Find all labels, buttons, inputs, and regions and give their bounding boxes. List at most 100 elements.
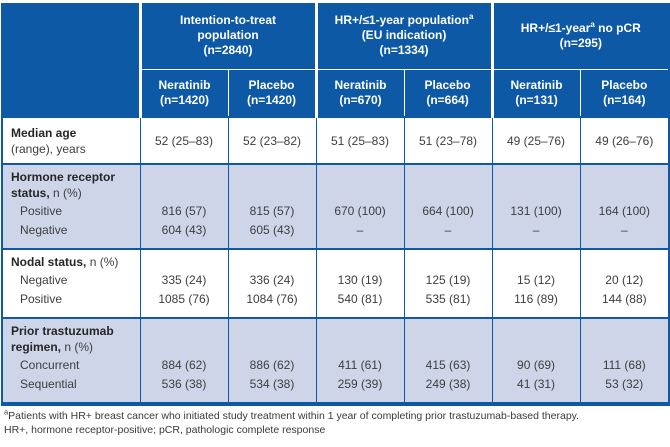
section-prior-trastuzumab-regimen: Prior trastuzumab regimen, n (%) Concurr… xyxy=(3,318,669,402)
table-corner-cell xyxy=(3,3,140,117)
value-cell: 49 (25–76) xyxy=(491,117,581,164)
value-cell: 164 (100) xyxy=(579,202,669,221)
value-cell: 415 (63) xyxy=(403,356,493,375)
footnote-marker: a xyxy=(4,407,9,417)
table-row: Concurrent 884 (62) 886 (62) 411 (61) 41… xyxy=(3,356,669,375)
column-header-placebo-nopcr: Placebo (n=164) xyxy=(579,68,669,117)
value-cell: 1085 (76) xyxy=(139,290,228,318)
empty-cell xyxy=(491,249,581,271)
column-header-neratinib-eu: Neratinib (n=670) xyxy=(314,68,405,117)
row-label-concurrent: Concurrent xyxy=(3,356,140,375)
section-header-row: Nodal status, n (%) xyxy=(3,249,669,271)
group-header-eu-indication: HR+/≤1-year populationa (EU indication) … xyxy=(314,3,493,69)
column-header-neratinib-itt: Neratinib (n=1420) xyxy=(138,68,228,117)
value-cell: 51 (23–78) xyxy=(403,117,493,164)
data-table: Intention-to-treat population (n=2840) H… xyxy=(3,3,669,402)
value-cell: 20 (12) xyxy=(579,271,669,290)
empty-cell xyxy=(227,249,317,271)
empty-cell xyxy=(227,318,317,356)
empty-cell xyxy=(579,318,669,356)
value-cell: – xyxy=(491,221,581,249)
value-cell: 52 (23–82) xyxy=(227,117,317,164)
empty-cell xyxy=(139,164,228,202)
empty-cell xyxy=(139,249,228,271)
value-cell: 816 (57) xyxy=(139,202,228,221)
footnote-line: aPatients with HR+ breast cancer who ini… xyxy=(4,407,580,422)
section-nodal-status: Nodal status, n (%) Negative 335 (24) 33… xyxy=(3,249,669,318)
empty-cell xyxy=(579,164,669,202)
table-header: Intention-to-treat population (n=2840) H… xyxy=(3,3,669,117)
row-label-nodal-status: Nodal status, n (%) xyxy=(3,249,140,271)
value-cell: 53 (32) xyxy=(579,375,669,402)
section-hormone-receptor-status: Hormone receptor status, n (%) Positive … xyxy=(3,164,669,249)
empty-cell xyxy=(491,318,581,356)
value-cell: 670 (100) xyxy=(315,202,405,221)
row-label-negative: Negative xyxy=(3,221,140,249)
empty-cell xyxy=(491,164,581,202)
group-header-row: Intention-to-treat population (n=2840) H… xyxy=(3,3,669,117)
empty-cell xyxy=(315,164,405,202)
table-row: Median age (range), years 52 (25–83) 52 … xyxy=(3,117,669,164)
footnote-marker: a xyxy=(468,12,474,22)
group-title-line: HR+/≤1-yeara no pCR xyxy=(520,19,641,35)
group-n-line: (n=2840) xyxy=(203,43,253,58)
value-cell: 884 (62) xyxy=(139,356,228,375)
column-header-placebo-eu: Placebo (n=664) xyxy=(403,68,493,117)
group-title-line: population xyxy=(197,28,259,43)
value-cell: 90 (69) xyxy=(491,356,581,375)
footnote-marker: a xyxy=(590,19,595,29)
value-cell: 125 (19) xyxy=(403,271,493,290)
value-cell: 664 (100) xyxy=(403,202,493,221)
value-cell: 15 (12) xyxy=(491,271,581,290)
value-cell: 335 (24) xyxy=(139,271,228,290)
column-header-placebo-itt: Placebo (n=1420) xyxy=(227,68,317,117)
table-row: Negative 604 (43) 605 (43) – – – – xyxy=(3,221,669,249)
value-cell: 144 (88) xyxy=(579,290,669,318)
table-row: Negative 335 (24) 336 (24) 130 (19) 125 … xyxy=(3,271,669,290)
table-row: Sequential 536 (38) 534 (38) 259 (39) 24… xyxy=(3,375,669,402)
value-cell: 41 (31) xyxy=(491,375,581,402)
value-cell: 249 (38) xyxy=(403,375,493,402)
value-cell: 131 (100) xyxy=(491,202,581,221)
table-row: Positive 1085 (76) 1084 (76) 540 (81) 53… xyxy=(3,290,669,318)
empty-cell xyxy=(315,318,405,356)
row-label-negative: Negative xyxy=(3,271,140,290)
value-cell: 534 (38) xyxy=(227,375,317,402)
group-header-no-pcr: HR+/≤1-yeara no pCR (n=295) xyxy=(490,3,669,69)
group-header-itt: Intention-to-treat population (n=2840) xyxy=(138,3,317,69)
group-title-line: (EU indication) xyxy=(361,28,447,43)
value-cell: 1084 (76) xyxy=(227,290,317,318)
footnote: aPatients with HR+ breast cancer who ini… xyxy=(4,407,670,437)
row-label-hormone-receptor-status: Hormone receptor status, n (%) xyxy=(3,164,140,202)
group-n-line: (n=295) xyxy=(559,35,602,50)
group-n-line: (n=1334) xyxy=(379,43,429,58)
value-cell: 49 (26–76) xyxy=(579,117,669,164)
footnote-line: HR+, hormone receptor-positive; pCR, pat… xyxy=(4,423,326,436)
row-label-sequential: Sequential xyxy=(3,375,140,402)
value-cell: – xyxy=(315,221,405,249)
value-cell: – xyxy=(579,221,669,249)
value-cell: 411 (61) xyxy=(315,356,405,375)
row-label-positive: Positive xyxy=(3,202,140,221)
value-cell: 116 (89) xyxy=(491,290,581,318)
value-cell: 51 (25–83) xyxy=(315,117,405,164)
baseline-characteristics-table: Intention-to-treat population (n=2840) H… xyxy=(1,3,670,406)
row-label-median-age: Median age (range), years xyxy=(3,117,140,164)
value-cell: 336 (24) xyxy=(227,271,317,290)
section-header-row: Prior trastuzumab regimen, n (%) xyxy=(3,318,669,356)
value-cell: – xyxy=(403,221,493,249)
value-cell: 886 (62) xyxy=(227,356,317,375)
value-cell: 605 (43) xyxy=(227,221,317,249)
empty-cell xyxy=(315,249,405,271)
value-cell: 259 (39) xyxy=(315,375,405,402)
empty-cell xyxy=(579,249,669,271)
column-header-row: Neratinib (n=1420) Placebo (n=1420) Nerati… xyxy=(3,68,669,117)
empty-cell xyxy=(403,164,493,202)
empty-cell xyxy=(403,249,493,271)
row-label-prior-trastuzumab-regimen: Prior trastuzumab regimen, n (%) xyxy=(3,318,140,356)
table-row: Positive 816 (57) 815 (57) 670 (100) 664… xyxy=(3,202,669,221)
value-cell: 52 (25–83) xyxy=(139,117,228,164)
value-cell: 535 (81) xyxy=(403,290,493,318)
section-median-age: Median age (range), years 52 (25–83) 52 … xyxy=(3,117,669,164)
group-title-line: Intention-to-treat xyxy=(180,13,276,28)
